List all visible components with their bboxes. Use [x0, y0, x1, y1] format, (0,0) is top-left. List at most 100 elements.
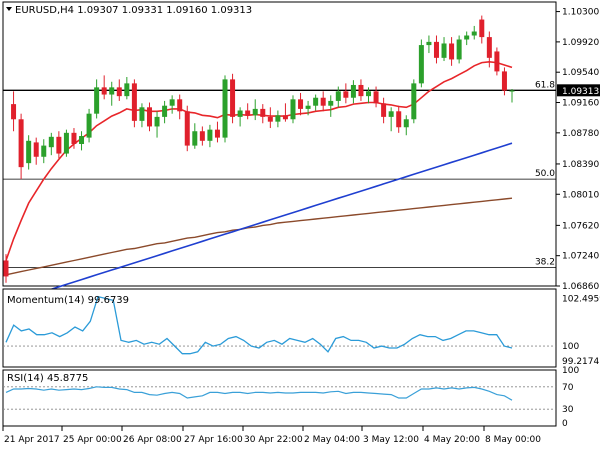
momentum-axis-label: 99.2174	[562, 357, 599, 367]
candle	[449, 37, 455, 66]
candle	[192, 123, 198, 149]
candle	[63, 129, 69, 157]
candle	[403, 115, 409, 136]
price-axis-label: 1.06860	[562, 282, 599, 292]
time-axis-label: 2 May 04:00	[304, 435, 360, 445]
candle	[381, 97, 387, 124]
rsi-axis-label: 70	[562, 383, 574, 393]
momentum-axis-label: 100	[562, 342, 579, 352]
candle	[366, 87, 372, 104]
candle	[486, 31, 492, 68]
candle	[418, 39, 424, 88]
candle	[328, 95, 334, 117]
triangle-down-icon[interactable]	[6, 7, 12, 11]
candle	[230, 73, 236, 124]
candle	[456, 35, 462, 64]
momentum-indicator	[3, 295, 556, 355]
momentum-axis-label: 102.4959	[562, 295, 600, 305]
fib-level-label: 38.2	[535, 258, 555, 268]
mid-ma-line	[5, 142, 513, 305]
candle	[479, 15, 485, 44]
candle	[237, 107, 243, 127]
candle	[335, 86, 341, 108]
rsi-line	[5, 386, 513, 401]
candle	[41, 139, 47, 164]
candle	[48, 132, 54, 156]
candle	[501, 67, 507, 96]
candle	[11, 91, 17, 132]
momentum-title: Momentum(14) 99.6739	[7, 295, 129, 306]
price-axis-label: 1.10300	[562, 8, 599, 18]
candle	[267, 107, 273, 129]
price-axis-label: 1.08390	[562, 160, 599, 170]
candle	[396, 105, 402, 133]
main-price-panel[interactable]: 61.8 50.0 38.2 1.09313	[2, 1, 600, 305]
price-axis: 1.10300 1.09920 1.09540 1.09160 1.08780 1.083…	[556, 8, 599, 292]
candle	[464, 31, 470, 46]
fib-level-label: 50.0	[535, 169, 555, 179]
momentum-panel[interactable]	[2, 288, 557, 368]
candle	[320, 91, 326, 112]
candle	[358, 79, 364, 101]
price-axis-label: 1.07620	[562, 221, 599, 231]
candle	[509, 88, 515, 103]
candle	[343, 83, 349, 104]
candle	[71, 128, 77, 149]
candle	[214, 121, 220, 143]
chart-header: EURUSD,H4 1.09307 1.09331 1.09160 1.0931…	[6, 5, 252, 16]
price-axis-label: 1.08780	[562, 129, 599, 139]
rsi-axis-label: 30	[562, 405, 574, 415]
candle	[282, 103, 288, 122]
candle	[245, 103, 251, 120]
candle	[373, 86, 379, 108]
candle	[124, 76, 130, 100]
candle	[471, 25, 477, 40]
candle	[207, 124, 213, 148]
candle	[494, 47, 500, 76]
time-axis-label: 30 Apr 22:00	[244, 435, 303, 445]
candle	[313, 94, 319, 111]
candle	[131, 79, 137, 128]
price-axis-label: 1.09920	[562, 38, 599, 48]
time-axis-label: 4 May 20:00	[424, 435, 480, 445]
candle	[184, 105, 190, 152]
candle	[177, 94, 183, 120]
current-price-marker: 1.09313	[557, 84, 600, 97]
slow-ma-line	[5, 197, 513, 276]
time-axis-label: 27 Apr 16:00	[184, 435, 243, 445]
candle	[3, 254, 9, 283]
rsi-axis-label: 0	[562, 419, 568, 429]
candle	[101, 75, 107, 100]
candle	[146, 102, 152, 132]
rsi-axis: 100 70 30 0	[562, 366, 579, 429]
candle	[109, 81, 115, 106]
rsi-panel[interactable]	[2, 369, 557, 427]
candle	[222, 75, 228, 143]
price-axis-label: 1.09540	[562, 68, 599, 78]
candle	[79, 131, 85, 151]
candle	[388, 107, 394, 132]
time-axis-label: 3 May 12:00	[363, 435, 419, 445]
candle	[275, 110, 281, 128]
time-axis: 21 Apr 2017 25 Apr 00:00 26 Apr 08:00 27 Ap…	[2, 426, 541, 445]
momentum-axis: 102.4959 100 99.2174	[562, 295, 600, 367]
candle	[426, 35, 432, 54]
current-price-label: 1.09313	[562, 87, 599, 97]
candle	[169, 95, 175, 114]
candle	[154, 111, 160, 138]
candle	[433, 35, 439, 64]
rsi-axis-label: 100	[562, 366, 579, 376]
price-tag	[557, 84, 600, 97]
candle	[18, 113, 24, 180]
candle	[298, 92, 304, 116]
candle	[305, 100, 311, 116]
time-axis-label: 21 Apr 2017	[4, 435, 60, 445]
price-axis-label: 1.07240	[562, 252, 599, 262]
rsi-title: RSI(14) 45.8775	[7, 373, 88, 384]
time-axis-label: 26 Apr 08:00	[123, 435, 182, 445]
candle	[441, 37, 447, 62]
rsi-indicator	[3, 386, 556, 410]
candle	[33, 137, 39, 165]
candle	[116, 79, 122, 101]
